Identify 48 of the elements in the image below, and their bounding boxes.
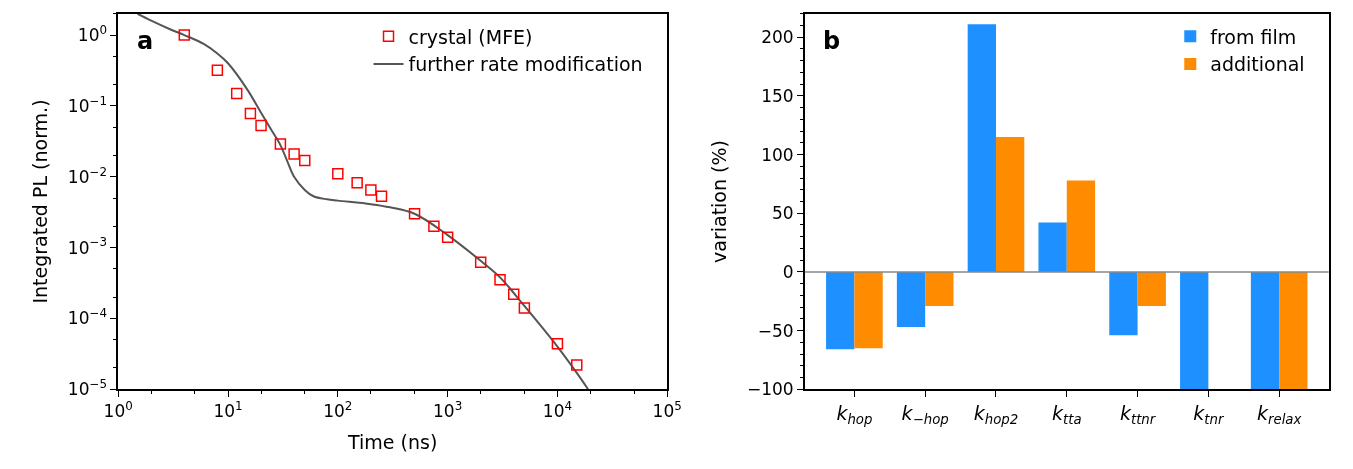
bar (1038, 222, 1067, 272)
x-tick-label: k$_{tnr}$ (1193, 401, 1225, 427)
y-tick-label: 50 (772, 203, 794, 224)
y-tick-label: 10$^{0}$ (77, 22, 108, 46)
y-axis-title: variation (%) (708, 140, 731, 263)
x-tick-label: 10$^{1}$ (213, 399, 243, 422)
bar (995, 136, 1025, 272)
bar (1109, 271, 1138, 336)
bar (925, 271, 954, 306)
y-tick-label: 10$^{−5}$ (67, 377, 108, 400)
bar (1066, 180, 1096, 272)
y-tick-label: 200 (761, 27, 794, 48)
y-tick-label: 10$^{−3}$ (67, 235, 108, 258)
legend-label: from film (1210, 25, 1297, 48)
legend-label: crystal (MFE) (408, 25, 533, 48)
annotation: b (823, 27, 841, 55)
y-axis-title: Integrated PL (norm.) (29, 99, 52, 304)
annotation: a (137, 27, 154, 55)
x-tick-label: 10$^{4}$ (542, 399, 573, 422)
x-tick-label: k$_{hop2}$ (973, 401, 1019, 427)
bar (1279, 271, 1308, 390)
x-tick-label: k$_{tta}$ (1051, 401, 1082, 427)
x-tick-label: 10$^{0}$ (103, 399, 133, 422)
y-tick-label: 100 (761, 144, 794, 165)
bar (1137, 271, 1166, 306)
x-tick-label: k$_{−hop}$ (901, 401, 949, 427)
y-tick-label: 0 (782, 261, 794, 282)
legend-label: further rate modification (408, 53, 643, 76)
bar (826, 271, 855, 350)
bar (1250, 271, 1280, 390)
y-tick-label: 10$^{−4}$ (67, 306, 108, 329)
x-tick-label: 10$^{2}$ (323, 399, 353, 422)
x-tick-label: k$_{ttnr}$ (1119, 401, 1157, 427)
y-tick-label: 10$^{−2}$ (67, 164, 108, 187)
x-tick-label: 10$^{3}$ (433, 399, 463, 422)
bar (896, 271, 926, 328)
bar (854, 271, 883, 349)
x-axis-title: Time (ns) (347, 430, 438, 453)
y-tick-label: −100 (746, 379, 794, 400)
bar (1180, 271, 1209, 390)
y-tick-label: −50 (757, 320, 794, 341)
x-tick-label: 10$^{5}$ (652, 399, 682, 422)
bar (967, 24, 996, 272)
legend-label: additional (1210, 53, 1305, 76)
y-tick-label: 150 (761, 85, 794, 106)
y-tick-label: 10$^{−1}$ (67, 93, 108, 116)
x-tick-label: k$_{relax}$ (1256, 401, 1302, 427)
x-tick-label: k$_{hop}$ (836, 401, 873, 427)
